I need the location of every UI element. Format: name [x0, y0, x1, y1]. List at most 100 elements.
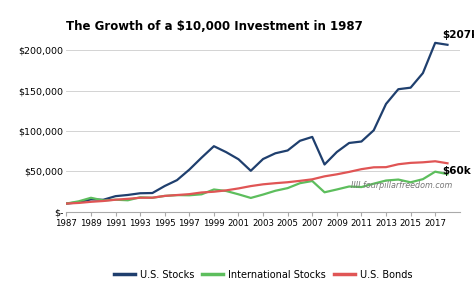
International Stocks [322, 190, 328, 194]
U.S. Bonds [383, 165, 389, 169]
U.S. Stocks [113, 194, 118, 198]
U.S. Stocks [223, 150, 229, 154]
U.S. Stocks [297, 139, 303, 142]
U.S. Stocks [100, 198, 106, 202]
U.S. Bonds [223, 189, 229, 192]
International Stocks [88, 196, 94, 200]
Legend: U.S. Stocks, International Stocks, U.S. Bonds: U.S. Stocks, International Stocks, U.S. … [109, 266, 417, 284]
U.S. Bonds [125, 197, 131, 200]
U.S. Bonds [150, 196, 155, 199]
U.S. Bonds [76, 201, 82, 205]
U.S. Bonds [248, 184, 254, 188]
U.S. Stocks [260, 157, 266, 161]
International Stocks [248, 196, 254, 200]
International Stocks [420, 177, 426, 181]
International Stocks [297, 182, 303, 185]
U.S. Stocks [211, 144, 217, 148]
U.S. Stocks [310, 135, 315, 139]
Line: U.S. Bonds: U.S. Bonds [66, 161, 447, 204]
U.S. Stocks [395, 88, 401, 91]
International Stocks [408, 180, 413, 184]
U.S. Stocks [322, 163, 328, 166]
Text: IIII fourpillarfreedom.com: IIII fourpillarfreedom.com [351, 181, 452, 190]
International Stocks [310, 179, 315, 183]
International Stocks [199, 192, 204, 196]
International Stocks [211, 188, 217, 191]
U.S. Stocks [236, 158, 241, 161]
U.S. Stocks [371, 129, 376, 132]
U.S. Bonds [137, 196, 143, 200]
U.S. Stocks [358, 140, 364, 143]
Text: $60k: $60k [443, 166, 471, 176]
U.S. Stocks [137, 192, 143, 195]
U.S. Stocks [186, 168, 192, 171]
U.S. Bonds [358, 167, 364, 171]
International Stocks [383, 179, 389, 182]
U.S. Stocks [420, 72, 426, 75]
International Stocks [285, 186, 291, 190]
International Stocks [76, 200, 82, 203]
Text: The Growth of a $10,000 Investment in 1987: The Growth of a $10,000 Investment in 19… [66, 20, 363, 33]
U.S. Stocks [408, 86, 413, 90]
U.S. Stocks [273, 152, 278, 155]
U.S. Bonds [310, 178, 315, 181]
International Stocks [371, 182, 376, 185]
U.S. Bonds [334, 173, 340, 176]
International Stocks [358, 185, 364, 189]
Line: International Stocks: International Stocks [66, 172, 447, 204]
U.S. Bonds [432, 160, 438, 163]
U.S. Bonds [100, 199, 106, 203]
U.S. Stocks [125, 193, 131, 197]
International Stocks [260, 193, 266, 196]
U.S. Stocks [346, 141, 352, 145]
U.S. Stocks [150, 191, 155, 195]
International Stocks [186, 194, 192, 197]
U.S. Bonds [346, 170, 352, 174]
U.S. Stocks [334, 150, 340, 154]
U.S. Stocks [199, 156, 204, 159]
Line: U.S. Stocks: U.S. Stocks [66, 43, 447, 204]
International Stocks [236, 192, 241, 196]
U.S. Stocks [285, 149, 291, 152]
U.S. Bonds [236, 187, 241, 190]
U.S. Bonds [297, 179, 303, 182]
U.S. Bonds [408, 161, 413, 165]
International Stocks [334, 188, 340, 191]
International Stocks [273, 189, 278, 192]
U.S. Bonds [88, 200, 94, 204]
International Stocks [162, 194, 168, 198]
U.S. Stocks [432, 41, 438, 45]
International Stocks [137, 196, 143, 199]
U.S. Bonds [260, 182, 266, 186]
U.S. Bonds [174, 193, 180, 197]
U.S. Bonds [371, 166, 376, 169]
U.S. Bonds [420, 161, 426, 164]
International Stocks [113, 198, 118, 201]
U.S. Bonds [211, 190, 217, 193]
U.S. Bonds [113, 198, 118, 201]
U.S. Stocks [248, 169, 254, 172]
International Stocks [395, 178, 401, 181]
U.S. Stocks [383, 102, 389, 106]
Text: $207k: $207k [443, 30, 474, 40]
International Stocks [174, 193, 180, 197]
U.S. Bonds [162, 194, 168, 198]
International Stocks [445, 172, 450, 176]
U.S. Stocks [88, 198, 94, 201]
International Stocks [150, 196, 155, 200]
U.S. Bonds [273, 182, 278, 185]
International Stocks [346, 185, 352, 188]
U.S. Stocks [76, 200, 82, 204]
U.S. Bonds [322, 175, 328, 178]
U.S. Bonds [186, 192, 192, 196]
U.S. Stocks [174, 178, 180, 182]
U.S. Bonds [285, 180, 291, 184]
International Stocks [125, 198, 131, 202]
U.S. Bonds [199, 191, 204, 194]
International Stocks [432, 170, 438, 173]
International Stocks [100, 199, 106, 202]
U.S. Bonds [64, 202, 69, 205]
U.S. Stocks [162, 184, 168, 188]
International Stocks [64, 202, 69, 205]
International Stocks [223, 189, 229, 193]
